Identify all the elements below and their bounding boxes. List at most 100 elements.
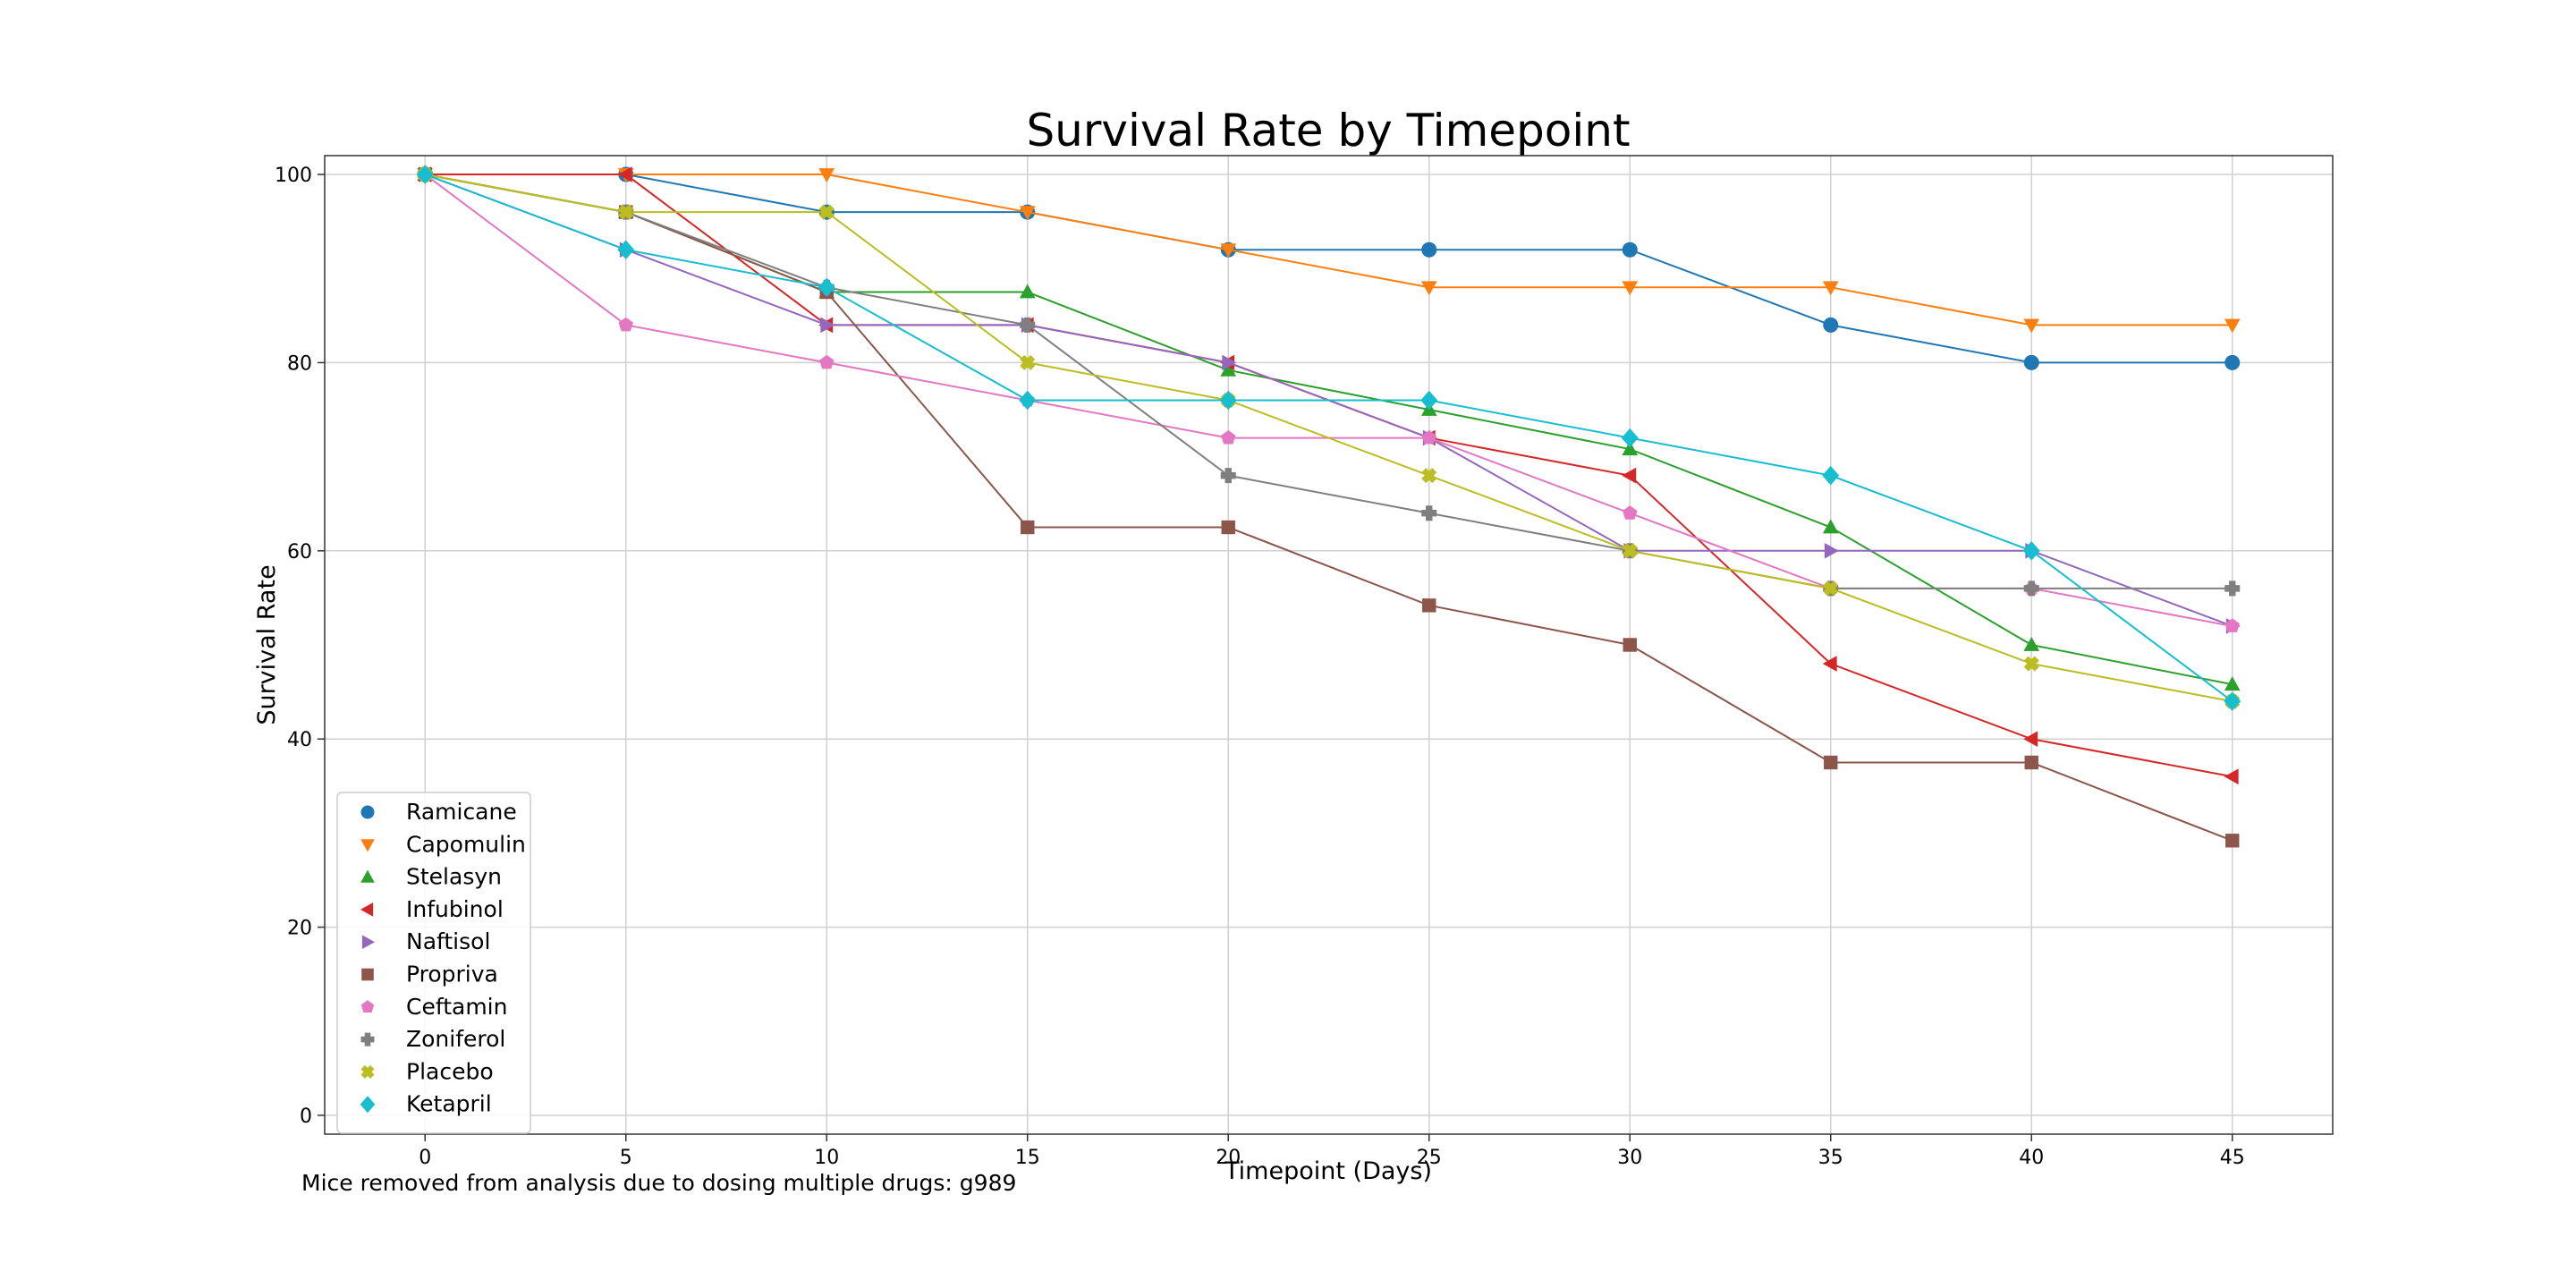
data-point-capomulin [1622, 281, 1639, 296]
data-point-placebo-shape [1622, 543, 1638, 559]
legend-label-propriva: Propriva [406, 962, 498, 987]
legend-marker-naftisol [361, 935, 376, 950]
x-tick-label: 5 [620, 1147, 632, 1169]
data-point-infubinol [1622, 467, 1637, 484]
chart-title: Survival Rate by Timepoint [1026, 105, 1630, 157]
data-point-ramicane [1622, 242, 1638, 258]
legend-marker-ketapril [360, 1096, 376, 1114]
x-tick-label: 10 [814, 1147, 839, 1169]
x-axis-label: Timepoint (Days) [1224, 1157, 1432, 1185]
data-point-ketapril [1420, 390, 1438, 411]
axis-ticks: 0 5 10 15 20 25 30 35 40 45 0 20 40 60 80 100 [275, 165, 2245, 1169]
legend-item-capomulin: Capomulin [360, 831, 526, 857]
series-line-stelasyn [425, 174, 2233, 686]
legend-marker-infubinol [360, 902, 374, 917]
series-placebo [417, 166, 2241, 709]
series-infubinol [417, 166, 2239, 785]
x-tick-label: 0 [419, 1147, 431, 1169]
data-point-ramicane [1421, 242, 1437, 258]
legend: Ramicane Capomulin Stelasyn Infubinol Naftis… [336, 792, 531, 1134]
data-point-zoniferol [2023, 580, 2039, 597]
legend-label-ramicane: Ramicane [406, 799, 517, 825]
data-point-placebo [818, 204, 835, 220]
legend-label-ceftamin: Ceftamin [406, 994, 507, 1020]
data-point-placebo-shape [1421, 468, 1437, 484]
y-tick-label: 20 [287, 918, 312, 940]
data-point-ketapril [1621, 428, 1639, 448]
legend-marker-ceftamin [360, 1000, 375, 1013]
legend-marker-propriva [361, 968, 374, 981]
legend-label-ketapril: Ketapril [406, 1091, 492, 1117]
data-point-naftisol [1222, 354, 1237, 371]
data-point-ketapril [617, 240, 635, 259]
legend-item-infubinol: Infubinol [360, 896, 504, 922]
data-point-placebo [1020, 354, 1036, 370]
data-point-ceftamin [618, 317, 633, 332]
data-point-capomulin [818, 168, 835, 183]
x-tick-label: 35 [1818, 1147, 1843, 1169]
data-point-capomulin [1019, 206, 1036, 221]
x-tick-label: 45 [2220, 1147, 2245, 1169]
data-point-ceftamin [1221, 429, 1236, 445]
legend-marker-stelasyn [360, 869, 375, 883]
data-point-propriva [1021, 520, 1035, 535]
x-tick-label: 20 [1216, 1147, 1241, 1169]
x-tick-label: 15 [1015, 1147, 1040, 1169]
y-tick-label: 0 [300, 1106, 312, 1128]
data-point-zoniferol [1421, 505, 1437, 521]
series-capomulin [417, 168, 2241, 334]
legend-item-placebo: Placebo [360, 1058, 494, 1084]
data-point-ketapril [2022, 541, 2040, 561]
data-point-propriva [1824, 755, 1838, 770]
legend-marker-zoniferol [360, 1032, 375, 1046]
series-propriva [418, 167, 2240, 848]
data-point-naftisol [1824, 542, 1839, 559]
y-tick-label: 100 [275, 165, 312, 187]
data-point-propriva [2024, 755, 2038, 770]
legend-label-stelasyn: Stelasyn [406, 864, 502, 890]
data-point-placebo-shape [818, 204, 835, 220]
y-tick-label: 60 [287, 541, 312, 564]
legend-item-stelasyn: Stelasyn [360, 864, 502, 890]
y-axis-label: Survival Rate [253, 564, 281, 724]
data-point-ketapril [818, 277, 835, 298]
data-point-placebo [1421, 468, 1437, 484]
legend-label-zoniferol: Zoniferol [406, 1026, 505, 1052]
y-tick-label: 40 [287, 729, 312, 751]
series-line-propriva [425, 174, 2233, 842]
series-ketapril [416, 165, 2241, 711]
data-point-zoniferol [2224, 580, 2241, 597]
x-tick-label: 25 [1417, 1147, 1442, 1169]
data-point-propriva [1623, 638, 1637, 652]
series-line-zoniferol [425, 174, 2233, 589]
data-point-stelasyn [1622, 441, 1639, 456]
data-point-placebo [2023, 656, 2039, 672]
legend-item-ketapril: Ketapril [360, 1091, 492, 1117]
data-point-ketapril [1822, 465, 1840, 486]
data-point-placebo-shape [1823, 580, 1839, 597]
x-tick-label: 30 [1617, 1147, 1642, 1169]
y-tick-label: 80 [287, 352, 312, 375]
data-point-propriva [1221, 520, 1235, 535]
legend-item-zoniferol: Zoniferol [360, 1026, 505, 1052]
data-point-zoniferol [1220, 468, 1236, 484]
data-point-capomulin [1420, 281, 1437, 296]
data-point-ketapril [416, 165, 434, 184]
data-point-propriva [2225, 834, 2240, 848]
data-point-infubinol [2023, 731, 2038, 748]
data-point-ceftamin [819, 354, 835, 369]
series-zoniferol [417, 166, 2241, 597]
data-point-ketapril [2224, 691, 2241, 711]
legend-item-naftisol: Naftisol [361, 928, 490, 954]
legend-marker-capomulin [360, 839, 375, 852]
data-point-capomulin [2224, 318, 2241, 334]
series-line-ketapril [424, 174, 2233, 702]
plot-frame [324, 155, 2334, 1135]
data-point-ramicane [2023, 354, 2039, 370]
series-line-capomulin [425, 174, 2233, 326]
series-line-placebo [425, 174, 2233, 703]
legend-label-infubinol: Infubinol [406, 896, 504, 922]
data-point-ceftamin [1421, 429, 1436, 445]
data-point-placebo [1823, 580, 1839, 597]
